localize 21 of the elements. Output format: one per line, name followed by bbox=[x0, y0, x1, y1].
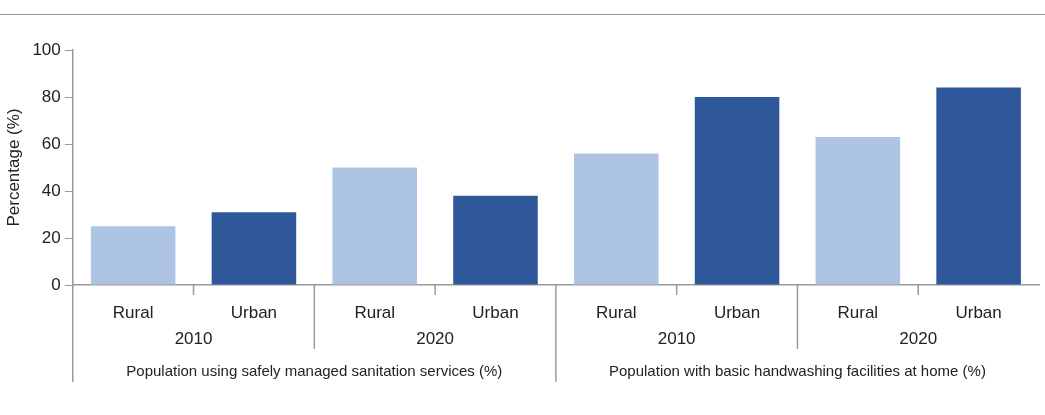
text: 2020 bbox=[416, 328, 455, 348]
y-tick-label: 100 bbox=[32, 39, 61, 59]
y-tick-label: 80 bbox=[41, 86, 61, 106]
y-tick-label: 0 bbox=[51, 274, 61, 294]
y-axis-title: Percentage (%) bbox=[3, 108, 23, 227]
x-tick-label: Urban bbox=[472, 302, 519, 322]
y-tick-label: 60 bbox=[41, 133, 61, 153]
y-tick-label: 20 bbox=[41, 227, 61, 247]
y-tick-label: 40 bbox=[41, 180, 61, 200]
x-tick-label: Urban bbox=[955, 302, 1002, 322]
x-tick-label: Urban bbox=[713, 302, 761, 322]
x-tick-label: Rural bbox=[112, 302, 154, 322]
text: 2010 bbox=[174, 328, 213, 348]
x-tick-label: Urban bbox=[230, 302, 278, 322]
text: Population using safely managed sanitation services (%) bbox=[126, 362, 503, 380]
x-tick-label: Rural bbox=[837, 302, 879, 322]
x-tick-label: Rural bbox=[595, 302, 637, 322]
text: 2020 bbox=[899, 328, 938, 348]
text: 2010 bbox=[657, 328, 696, 348]
text: Population with basic handwashing facilities at home (%) bbox=[609, 362, 986, 380]
x-tick-label: Rural bbox=[354, 302, 396, 322]
